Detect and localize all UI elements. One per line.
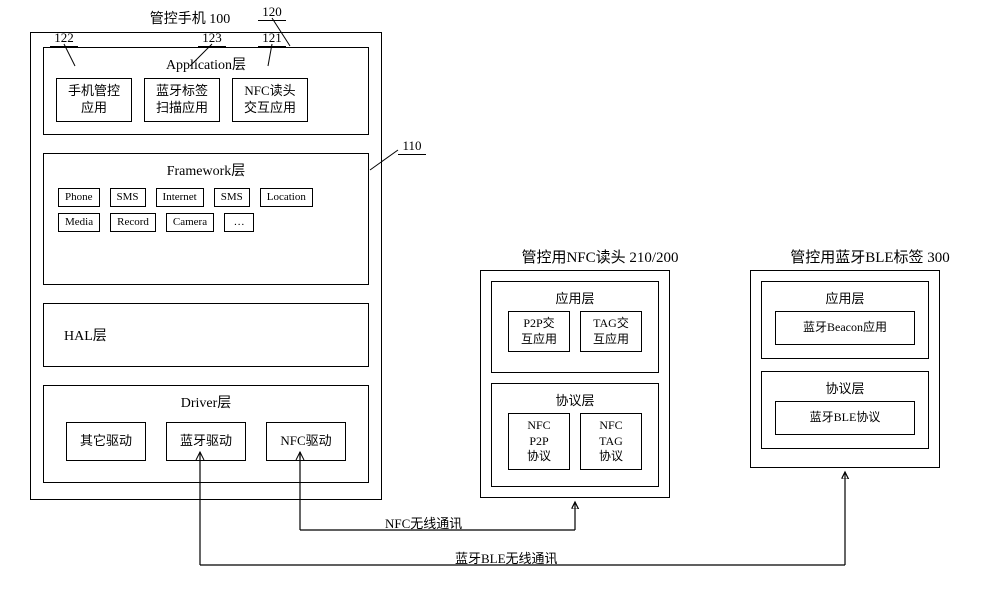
nfc-proto-0: NFC P2P 协议 — [508, 413, 570, 470]
nfcapp1-l2: 互应用 — [593, 332, 629, 346]
app-layer-title-text: Application层 — [166, 58, 246, 73]
framework-layer-title: Framework层 — [50, 160, 362, 180]
nfc-outer: 应用层 P2P交 互应用 TAG交 互应用 协议层 NFC P2P 协议 NFC… — [480, 270, 670, 498]
nfcp1-l3: 协议 — [599, 449, 623, 463]
nfcp0-l1: NFC — [527, 418, 550, 432]
ref-120: 120 — [258, 4, 286, 21]
ble-app: 蓝牙Beacon应用 — [775, 311, 915, 345]
ref-121: 121 — [258, 30, 286, 47]
nfc-proto-1: NFC TAG 协议 — [580, 413, 642, 470]
nfc-proto-layer: 协议层 NFC P2P 协议 NFC TAG 协议 — [491, 383, 659, 487]
hal-title: HAL层 — [64, 325, 107, 345]
fw-item-8: … — [224, 213, 254, 232]
app-box-2: NFC读头 交互应用 — [232, 78, 308, 122]
app1-l2: 扫描应用 — [156, 100, 208, 115]
nfcapp1-l1: TAG交 — [593, 316, 629, 330]
driver-title: Driver层 — [50, 392, 362, 412]
ble-proto-title: 协议层 — [768, 378, 922, 397]
nfc-app-0: P2P交 互应用 — [508, 311, 570, 352]
nfc-app-layer: 应用层 P2P交 互应用 TAG交 互应用 — [491, 281, 659, 373]
ble-app-title: 应用层 — [768, 288, 922, 307]
phone-title: 管控手机 100 — [100, 8, 280, 28]
app-layer-title: Application层 — [50, 54, 362, 74]
nfcp1-l1: NFC — [599, 418, 622, 432]
fw-item-5: Media — [58, 213, 100, 232]
fw-item-4: Location — [260, 188, 313, 207]
nfc-app-title: 应用层 — [498, 288, 652, 307]
ref-122: 122 — [50, 30, 78, 47]
driver-0: 其它驱动 — [66, 422, 146, 461]
nfcp0-l2: P2P — [529, 434, 548, 448]
nfc-app-1: TAG交 互应用 — [580, 311, 642, 352]
ble-app-layer: 应用层 蓝牙Beacon应用 — [761, 281, 929, 359]
app2-l2: 交互应用 — [244, 100, 296, 115]
driver-2: NFC驱动 — [266, 422, 346, 461]
hal-layer: HAL层 — [43, 303, 369, 367]
nfc-title-text: 管控用NFC读头 — [521, 250, 625, 266]
app0-l1: 手机管控 — [68, 83, 120, 98]
nfc-link-label: NFC无线通讯 — [385, 513, 462, 532]
nfcp1-l2: TAG — [599, 434, 623, 448]
app0-l2: 应用 — [81, 100, 107, 115]
nfcp0-l3: 协议 — [527, 449, 551, 463]
ref-110: 110 — [398, 138, 426, 155]
ble-proto-layer: 协议层 蓝牙BLE协议 — [761, 371, 929, 449]
fw-item-6: Record — [110, 213, 156, 232]
fw-item-3: SMS — [214, 188, 250, 207]
framework-layer: Framework层 Phone SMS Internet SMS Locati… — [43, 153, 369, 285]
driver-1: 蓝牙驱动 — [166, 422, 246, 461]
phone-outer: Application层 手机管控 应用 蓝牙标签 扫描应用 NFC读头 交互应… — [30, 32, 382, 500]
ref-123: 123 — [198, 30, 226, 47]
nfc-title: 管控用NFC读头 210/200 — [470, 246, 730, 267]
app-box-0: 手机管控 应用 — [56, 78, 132, 122]
fw-item-0: Phone — [58, 188, 100, 207]
phone-title-text: 管控手机 — [150, 12, 206, 27]
driver-layer: Driver层 其它驱动 蓝牙驱动 NFC驱动 — [43, 385, 369, 483]
fw-item-2: Internet — [156, 188, 204, 207]
app-layer: Application层 手机管控 应用 蓝牙标签 扫描应用 NFC读头 交互应… — [43, 47, 369, 135]
nfc-ref: 210/200 — [629, 250, 678, 266]
nfcapp0-l1: P2P交 — [523, 316, 554, 330]
ble-link-label: 蓝牙BLE无线通讯 — [455, 548, 558, 567]
ble-ref: 300 — [927, 250, 950, 266]
nfcapp0-l2: 互应用 — [521, 332, 557, 346]
app2-l1: NFC读头 — [244, 83, 295, 98]
ble-proto: 蓝牙BLE协议 — [775, 401, 915, 435]
app1-l1: 蓝牙标签 — [156, 83, 208, 98]
fw-item-7: Camera — [166, 213, 214, 232]
fw-item-1: SMS — [110, 188, 146, 207]
ble-outer: 应用层 蓝牙Beacon应用 协议层 蓝牙BLE协议 — [750, 270, 940, 468]
nfc-proto-title: 协议层 — [498, 390, 652, 409]
app-box-1: 蓝牙标签 扫描应用 — [144, 78, 220, 122]
ble-title: 管控用蓝牙BLE标签 300 — [740, 246, 1000, 267]
phone-ref: 100 — [209, 12, 230, 27]
ble-title-text: 管控用蓝牙BLE标签 — [790, 250, 923, 266]
